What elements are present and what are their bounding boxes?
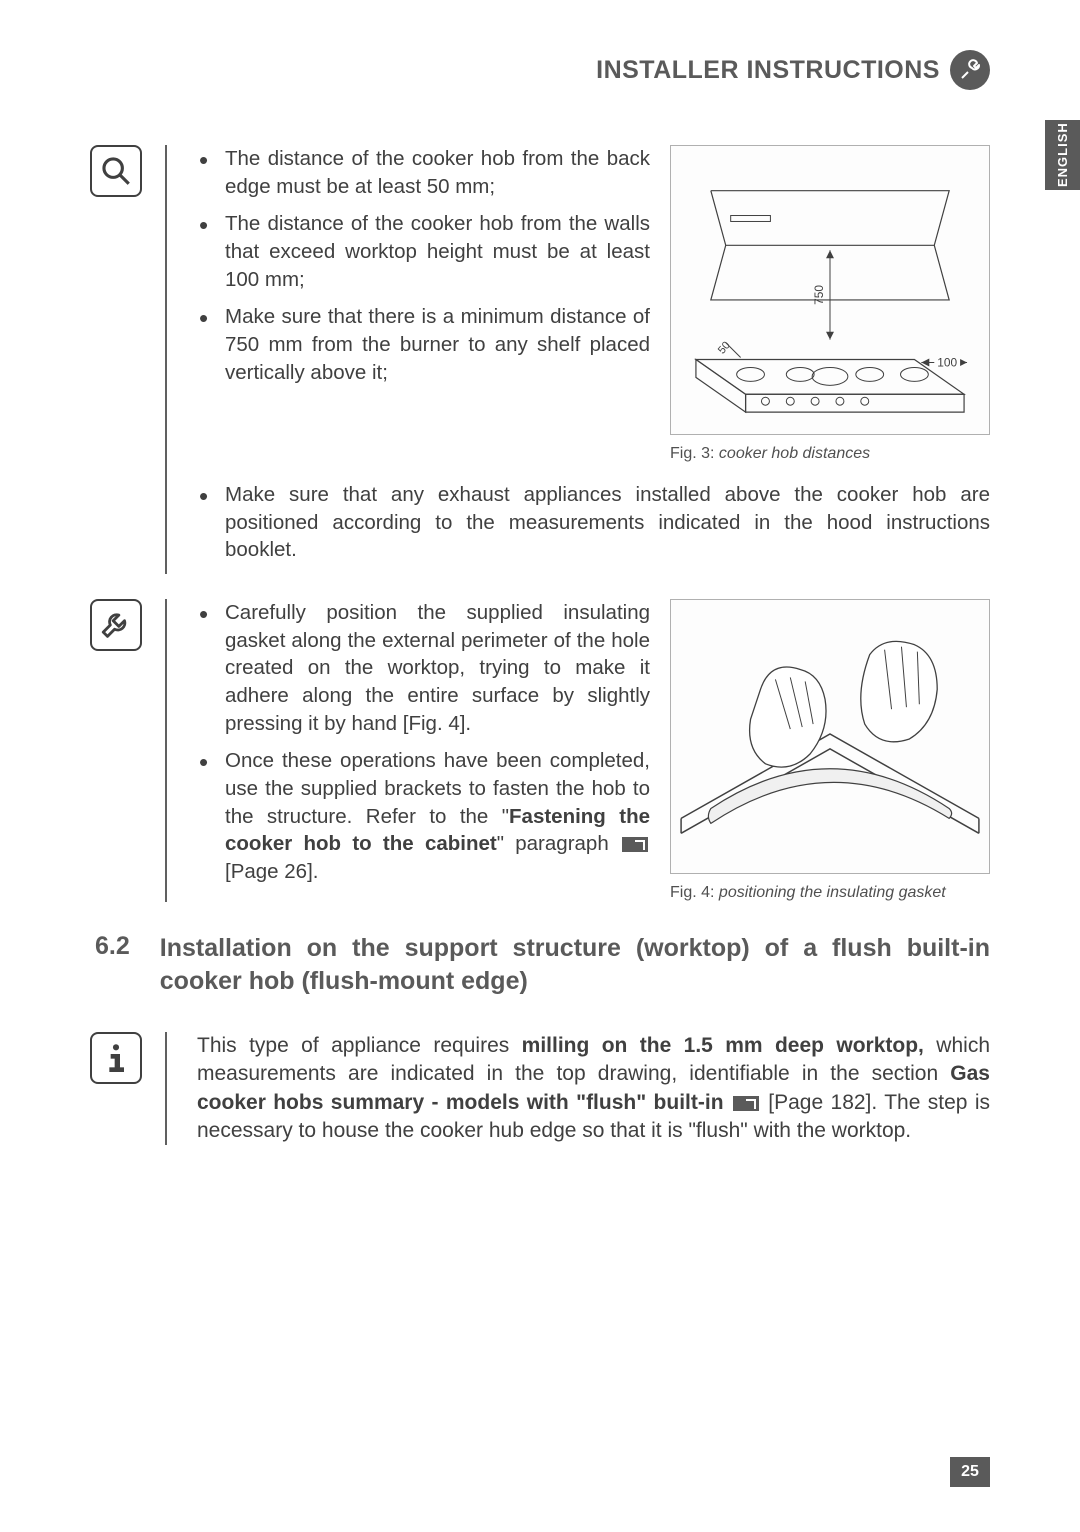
bullet-item: Make sure that any exhaust appliances in… [197, 481, 990, 564]
section-heading: 6.2 Installation on the support structur… [90, 932, 990, 997]
info-icon [90, 1032, 142, 1084]
bullet-item: The distance of the cooker hob from the … [197, 210, 650, 293]
bullet-item: Carefully position the supplied insulati… [197, 599, 650, 737]
language-tab: ENGLISH [1045, 120, 1080, 190]
magnifier-icon [90, 145, 142, 197]
bullet-item: The distance of the cooker hob from the … [197, 145, 650, 200]
wrench-icon [90, 599, 142, 651]
section-distances: The distance of the cooker hob from the … [90, 145, 990, 574]
figure-4-caption: Fig. 4: positioning the insulating gaske… [670, 884, 990, 902]
heading-number: 6.2 [95, 932, 130, 997]
section-flush-info: This type of appliance requires milling … [90, 1032, 990, 1145]
installer-icon [950, 50, 990, 90]
page-header: INSTALLER INSTRUCTIONS [90, 50, 990, 90]
bullet-item: Once these operations have been complete… [197, 747, 650, 885]
dim-100: 100 [937, 355, 957, 369]
page-ref-icon [733, 1096, 759, 1111]
page-number: 25 [950, 1457, 990, 1487]
dim-750: 750 [812, 285, 826, 305]
info-paragraph: This type of appliance requires milling … [197, 1032, 990, 1145]
figure-3-caption: Fig. 3: cooker hob distances [670, 445, 990, 463]
page-ref-icon [622, 837, 648, 852]
figure-4 [670, 599, 990, 874]
heading-text: Installation on the support structure (w… [160, 932, 990, 997]
section-gasket: Carefully position the supplied insulati… [90, 599, 990, 902]
figure-3: 750 [670, 145, 990, 435]
bullet-item: Make sure that there is a minimum distan… [197, 303, 650, 386]
dim-50: 50 [716, 339, 733, 356]
header-title: INSTALLER INSTRUCTIONS [596, 56, 940, 85]
